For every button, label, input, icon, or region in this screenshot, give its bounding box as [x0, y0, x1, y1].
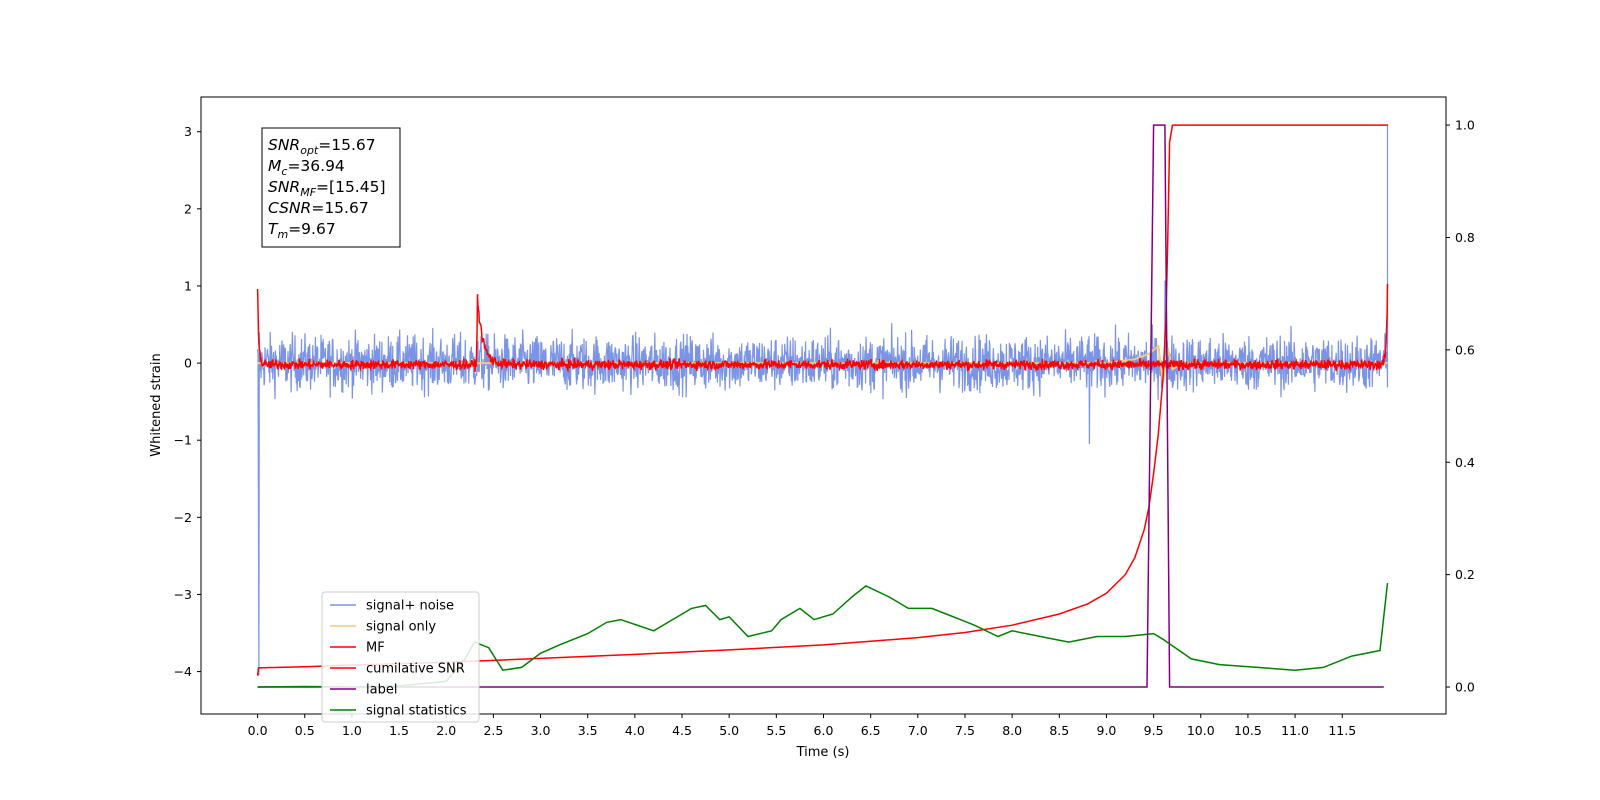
y2-tick-label: 0.0 — [1455, 680, 1475, 695]
series-signal-noise — [257, 124, 1389, 676]
info-line: Mc=36.94 — [268, 157, 345, 178]
x-axis-label: Time (s) — [796, 745, 850, 760]
y2-tick-label: 0.4 — [1455, 455, 1475, 470]
y-tick-label: −1 — [174, 433, 192, 448]
x-axis: 0.0 0.5 1.0 1.5 2.0 2.5 3.0 3.5 4.0 4.5 5.0 5.5 6.0 6… — [248, 714, 1356, 738]
x-tick-label: 11.0 — [1281, 723, 1309, 738]
x-tick-label: 5.0 — [719, 723, 739, 738]
legend-label: signal+ noise — [366, 599, 454, 614]
x-tick-label: 10.5 — [1234, 723, 1262, 738]
legend-label: MF — [366, 641, 385, 656]
x-tick-label: 3.0 — [531, 723, 551, 738]
x-tick-label: 8.0 — [1002, 723, 1022, 738]
y-tick-label: −4 — [174, 664, 192, 679]
x-tick-label: 7.0 — [908, 723, 928, 738]
x-tick-label: 0.0 — [248, 723, 268, 738]
y-axis-left: −4 −3 −2 −1 0 1 2 3 — [174, 124, 201, 679]
info-line: SNRopt=15.67 — [268, 136, 376, 157]
y-tick-label: −2 — [174, 510, 192, 525]
x-tick-label: 1.5 — [389, 723, 409, 738]
info-box-frame — [261, 127, 401, 248]
info-line: Tm=9.67 — [268, 220, 336, 241]
y-axis-right: 0.0 0.2 0.4 0.6 0.8 1.0 — [1446, 118, 1475, 695]
y-tick-label: 1 — [184, 278, 192, 293]
x-tick-label: 2.5 — [483, 723, 503, 738]
x-tick-label: 0.5 — [295, 723, 315, 738]
x-tick-label: 7.5 — [955, 723, 975, 738]
legend: signal+ noise signal only MF cumilative SNR… — [321, 591, 480, 723]
series-mf — [256, 283, 1389, 373]
info-box: SNRopt=15.67Mc=36.94SNRMF=[15.45]CSNR=15… — [261, 127, 401, 248]
x-tick-label: 9.0 — [1097, 723, 1117, 738]
x-tick-label: 11.5 — [1328, 723, 1356, 738]
y-tick-label: 0 — [184, 356, 192, 371]
x-tick-label: 4.0 — [625, 723, 645, 738]
series-label — [257, 124, 1384, 688]
y2-tick-label: 0.6 — [1455, 342, 1475, 357]
legend-label: signal statistics — [366, 704, 467, 719]
x-tick-label: 10.0 — [1187, 723, 1215, 738]
info-line: SNRMF=[15.45] — [268, 178, 386, 199]
x-tick-label: 2.0 — [436, 723, 456, 738]
x-tick-label: 8.5 — [1049, 723, 1069, 738]
x-tick-label: 4.5 — [672, 723, 692, 738]
legend-label: cumilative SNR — [366, 662, 465, 677]
y-axis-label: Whitened strain — [149, 353, 164, 456]
y2-tick-label: 1.0 — [1455, 118, 1475, 133]
x-tick-label: 6.0 — [814, 723, 834, 738]
y-tick-label: 3 — [184, 124, 192, 139]
info-line: CSNR=15.67 — [268, 199, 369, 217]
legend-label: signal only — [366, 620, 436, 635]
y2-tick-label: 0.2 — [1455, 567, 1475, 582]
x-tick-label: 5.5 — [766, 723, 786, 738]
x-tick-label: 3.5 — [578, 723, 598, 738]
x-tick-label: 1.0 — [342, 723, 362, 738]
legend-frame — [321, 591, 480, 723]
y2-tick-label: 0.8 — [1455, 230, 1475, 245]
series-signal-statistics — [257, 583, 1389, 688]
x-tick-label: 9.5 — [1144, 723, 1164, 738]
legend-label: label — [366, 683, 397, 698]
y-tick-label: 2 — [184, 201, 192, 216]
y-tick-label: −3 — [174, 587, 192, 602]
x-tick-label: 6.5 — [861, 723, 881, 738]
